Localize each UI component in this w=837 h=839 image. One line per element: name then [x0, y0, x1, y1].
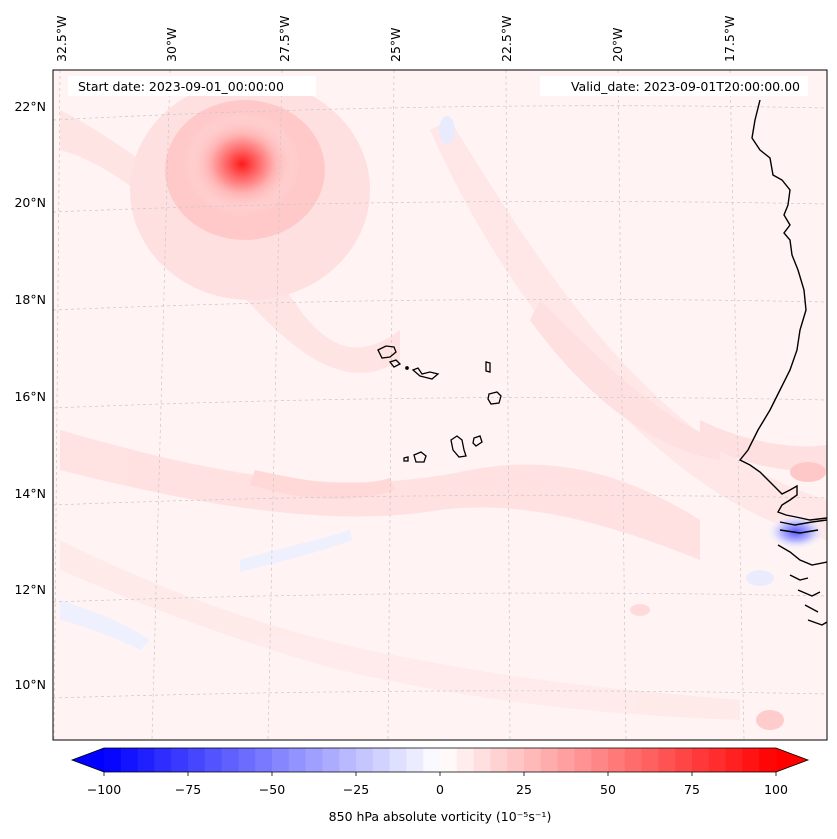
- colorbar-bin: [255, 748, 273, 772]
- map-frame: [52, 69, 828, 741]
- island-boa-vista: [487, 391, 502, 405]
- colorbar-bin: [423, 748, 441, 772]
- island-brava: [403, 456, 409, 462]
- colorbar-tick-label: 0: [436, 782, 444, 797]
- valid-date-box: [540, 76, 808, 96]
- colorbar-bin: [221, 748, 239, 772]
- lat-label-20n: 20°N: [14, 195, 46, 210]
- cape-verde-islands: [377, 345, 502, 463]
- colorbar-bin: [675, 748, 693, 772]
- island-santa-luzia: [405, 366, 409, 370]
- colorbar-bin: [658, 748, 676, 772]
- latitude-labels: 22°N 20°N 18°N 16°N 14°N 12°N 10°N: [14, 99, 46, 692]
- colorbar-bin: [708, 748, 727, 772]
- colorbar-tick-label: −50: [259, 782, 285, 797]
- valid-date-label: Valid_date: 2023-09-01T20:00:00.00: [571, 79, 800, 94]
- colorbar-max-extend: [776, 748, 808, 772]
- colorbar-bin: [624, 748, 643, 772]
- lat-label-22n: 22°N: [14, 99, 46, 114]
- lon-label-30w: 30°W: [164, 27, 179, 62]
- colorbar-bin: [742, 748, 760, 772]
- lat-label-18n: 18°N: [14, 292, 46, 307]
- cyclone-vorticity-maximum: [184, 112, 300, 216]
- island-sao-nicolau: [411, 367, 440, 380]
- longitude-labels: 32.5°W 30°W 27.5°W 25°W 22.5°W 20°W 17.5…: [54, 16, 737, 62]
- island-fogo: [413, 451, 427, 463]
- lon-label-17-5w: 17.5°W: [722, 16, 737, 62]
- colorbar-bin: [104, 748, 122, 772]
- colorbar-bin: [540, 748, 559, 772]
- lat-label-16n: 16°N: [14, 389, 46, 404]
- guinea-bissau-coastline: [777, 544, 827, 626]
- gridlines: [53, 70, 827, 740]
- colorbar-bin: [591, 748, 609, 772]
- map-panel: Start date: 2023-09-01_00:00:00 Valid_da…: [53, 70, 827, 740]
- colorbar-bin: [372, 748, 391, 772]
- start-date-box: [68, 76, 316, 96]
- colorbar-bin: [272, 748, 290, 772]
- coastlines: [738, 99, 827, 626]
- colorbar-bin: [507, 748, 525, 772]
- lat-label-12n: 12°N: [14, 582, 46, 597]
- colorbar-bin: [305, 748, 323, 772]
- colorbar-bin: [759, 748, 777, 772]
- colorbar: −100 −75 −50 −25 0 25 50 75 100 850 hPa absolute…: [70, 747, 810, 824]
- colorbar-bin: [356, 748, 374, 772]
- island-sal: [485, 361, 491, 373]
- colorbar-tick-label: 25: [516, 782, 532, 797]
- gambia-river-outline: [779, 519, 827, 534]
- colorbar-tick-label: −75: [175, 782, 201, 797]
- colorbar-bin: [238, 748, 256, 772]
- lat-label-10n: 10°N: [14, 677, 46, 692]
- colorbar-label: 850 hPa absolute vorticity (10⁻⁵s⁻¹): [329, 809, 552, 824]
- colorbar-bin: [204, 748, 223, 772]
- colorbar-bin: [524, 748, 542, 772]
- colorbar-bin: [473, 748, 491, 772]
- colorbar-bin: [154, 748, 172, 772]
- colorbar-bins: [104, 748, 777, 772]
- colorbar-bin: [171, 748, 189, 772]
- colorbar-bin: [692, 748, 710, 772]
- colorbar-tick-label: −25: [343, 782, 369, 797]
- colorbar-bin: [641, 748, 659, 772]
- lon-label-20w: 20°W: [610, 27, 625, 62]
- colorbar-bin: [608, 748, 626, 772]
- island-maio: [472, 435, 483, 447]
- island-santiago: [450, 435, 467, 458]
- colorbar-tick-label: −100: [87, 782, 121, 797]
- island-santo-antao: [377, 345, 397, 359]
- lon-label-22-5w: 22.5°W: [499, 16, 514, 62]
- colorbar-bin: [288, 748, 307, 772]
- lon-label-32-5w: 32.5°W: [54, 16, 69, 62]
- colorbar-bin: [137, 748, 155, 772]
- colorbar-bin: [188, 748, 206, 772]
- colorbar-bin: [339, 748, 357, 772]
- colorbar-bin: [389, 748, 407, 772]
- colorbar-bin: [574, 748, 592, 772]
- colorbar-tick-label: 75: [684, 782, 700, 797]
- africa-coastline: [738, 99, 827, 521]
- colorbar-tick-label: 100: [764, 782, 788, 797]
- colorbar-tick-label: 50: [600, 782, 616, 797]
- colorbar-ticks: −100 −75 −50 −25 0 25 50 75 100: [87, 772, 788, 797]
- colorbar-bin: [490, 748, 508, 772]
- colorbar-bin: [440, 748, 458, 772]
- colorbar-min-extend: [72, 748, 104, 772]
- colorbar-bin: [725, 748, 743, 772]
- lat-label-14n: 14°N: [14, 486, 46, 501]
- start-date-label: Start date: 2023-09-01_00:00:00: [78, 79, 284, 94]
- colorbar-bin: [456, 748, 475, 772]
- island-sao-vicente: [388, 359, 402, 368]
- lon-label-25w: 25°W: [388, 27, 403, 62]
- colorbar-bin: [322, 748, 340, 772]
- colorbar-bin: [557, 748, 575, 772]
- lon-label-27-5w: 27.5°W: [277, 16, 292, 62]
- colorbar-bin: [120, 748, 139, 772]
- colorbar-bin: [406, 748, 424, 772]
